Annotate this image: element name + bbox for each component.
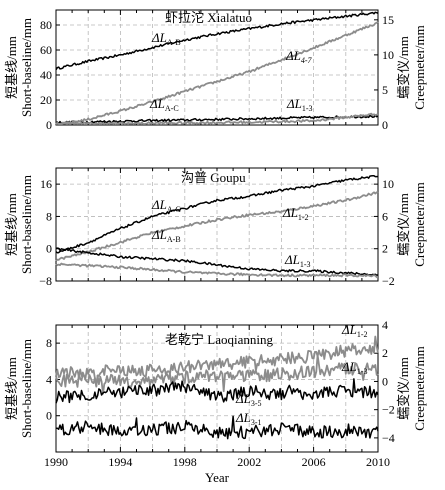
- series-label-1-2: ΔL1-2: [341, 322, 368, 339]
- series-label-1-3: ΔL1-3: [286, 96, 313, 113]
- x-tick-label: 2010: [366, 455, 390, 469]
- y-tick-label: 8: [46, 336, 52, 350]
- series-line-A-B: [55, 247, 379, 276]
- series-line-1-2: [55, 191, 379, 262]
- y2-tick-label: 10: [382, 177, 394, 191]
- y2-tick-label: 0: [382, 374, 388, 388]
- y2-axis-label-cn: 蠕变仪/mm: [396, 193, 411, 256]
- panel-title: 老乾宁 Laoqianning: [165, 332, 273, 347]
- series-line-A-C: [55, 175, 379, 254]
- y2-tick-label: 2: [382, 346, 388, 360]
- series-label-4-7: ΔL4-7: [285, 48, 313, 65]
- series-line-1-3: [55, 112, 379, 125]
- series-line-1-2: [55, 335, 379, 388]
- series-line-A-C: [55, 114, 379, 125]
- x-tick-label: 1990: [44, 455, 68, 469]
- y2-axis-label-cn: 蠕变仪/mm: [396, 357, 411, 420]
- panel-3: 0 4 8 −4 −2 0 2 4 短基线/mm Short-baseline/mm 蠕变仪/mm C…: [4, 318, 427, 485]
- x-tick-label: 2002: [237, 455, 261, 469]
- y-tick-label: 0: [46, 409, 52, 423]
- y-tick-label: −8: [39, 274, 52, 288]
- y2-axis-label-en: Creepmeter/mm: [412, 346, 427, 430]
- y2-tick-label: −4: [382, 431, 395, 445]
- y-tick-label: 40: [40, 68, 52, 82]
- panel-title: 沟普 Goupu: [181, 170, 246, 185]
- y-tick-label: 0: [46, 118, 52, 132]
- y-tick-label: 0: [46, 242, 52, 256]
- series-line-1-3: [55, 262, 378, 279]
- x-tick-label: 1998: [173, 455, 197, 469]
- y2-tick-label: −2: [382, 403, 395, 417]
- series-line-A-B: [55, 11, 379, 71]
- y-axis-label-en: Short-baseline/mm: [19, 339, 34, 438]
- y2-tick-label: 6: [382, 209, 388, 223]
- panel-title: 虾拉沱 Xialatuo: [165, 10, 252, 25]
- series-label-1-3: ΔL1-3: [341, 359, 368, 376]
- series-label-A-C: ΔLA-C: [149, 96, 179, 113]
- y-tick-label: 20: [40, 93, 52, 107]
- y2-tick-label: 15: [382, 13, 394, 27]
- y-tick-label: 4: [46, 372, 52, 386]
- y2-tick-label: 0: [382, 118, 388, 132]
- y-tick-label: 80: [40, 18, 52, 32]
- series-label-3-1: ΔL3-1: [235, 410, 262, 427]
- panel-1: 0 20 40 60 80 0 5 10 15 短基线/mm Short-baseline/mm 蠕变…: [4, 9, 427, 132]
- series-label-1-3: ΔL1-3: [284, 252, 311, 269]
- series-label-3-5: ΔL3-5: [235, 391, 262, 408]
- y2-tick-label: 10: [382, 48, 394, 62]
- y-axis-label-en: Short-baseline/mm: [19, 18, 34, 117]
- series-label-1-2: ΔL1-2: [282, 205, 309, 222]
- y-axis-label-cn: 短基线/mm: [4, 36, 19, 99]
- y2-tick-label: 5: [382, 83, 388, 97]
- series-line-3-1: [56, 415, 379, 440]
- series-label-A-C: ΔLA-C: [151, 197, 181, 214]
- y2-tick-label: 2: [382, 242, 388, 256]
- panel-2: −8 0 8 16 −2 2 6 10 短基线/mm Short-baseline/mm 蠕变仪/m…: [4, 167, 427, 288]
- y-tick-label: 60: [40, 43, 52, 57]
- y2-tick-label: −2: [382, 274, 395, 288]
- y-axis-label-en: Short-baseline/mm: [19, 175, 34, 274]
- y-tick-label: 8: [46, 209, 52, 223]
- y-tick-label: 16: [40, 177, 52, 191]
- x-axis-label: Year: [205, 470, 230, 485]
- y2-tick-label: 4: [382, 318, 388, 332]
- series-line-3-5: [55, 378, 379, 404]
- y2-axis-label-en: Creepmeter/mm: [412, 182, 427, 266]
- x-tick-label: 1994: [108, 455, 132, 469]
- series-line-4-7: [55, 21, 379, 125]
- y2-axis-label-en: Creepmeter/mm: [412, 25, 427, 109]
- y2-axis-label-cn: 蠕变仪/mm: [396, 36, 411, 99]
- y-axis-label-cn: 短基线/mm: [4, 193, 19, 256]
- series-label-A-B: ΔLA-B: [151, 227, 181, 244]
- x-tick-label: 2006: [302, 455, 326, 469]
- series-line-1-3: [55, 354, 379, 395]
- series-label-A-B: ΔLA-B: [151, 30, 181, 47]
- y-axis-label-cn: 短基线/mm: [4, 357, 19, 420]
